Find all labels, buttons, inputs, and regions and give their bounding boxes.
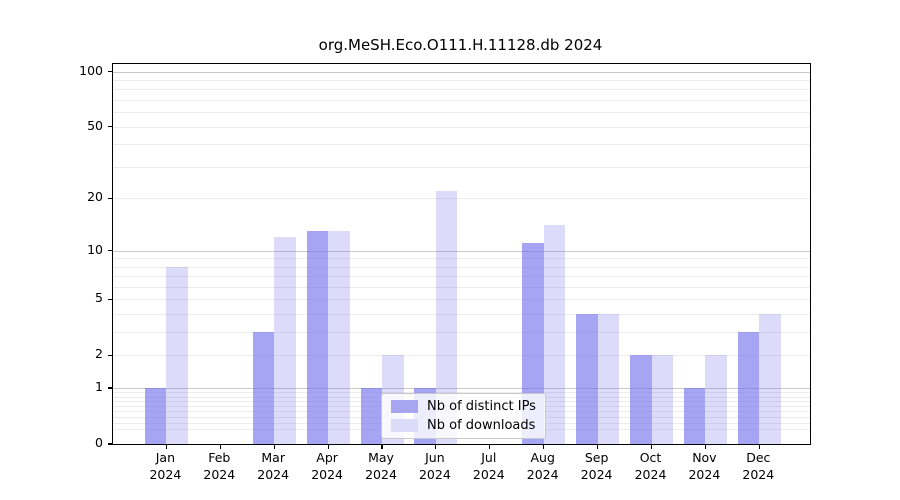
gridline-minor (113, 126, 810, 128)
gridline-minor (113, 100, 810, 102)
x-tick-mark (543, 444, 545, 449)
x-tick-mark (650, 444, 653, 449)
x-tick-label: Sep 2024 (580, 450, 613, 482)
x-tick-mark (704, 444, 706, 449)
bar-downloads (597, 314, 620, 444)
x-tick-label: Nov 2024 (688, 450, 721, 482)
y-tick-label: 1 (95, 379, 103, 395)
gridline-minor (113, 89, 810, 91)
x-tick-mark (435, 444, 437, 449)
bar-downloads (328, 231, 350, 444)
gridline-minor (113, 80, 810, 82)
x-tick-label: Feb 2024 (203, 450, 236, 482)
legend: Nb of distinct IPs Nb of downloads (381, 393, 546, 439)
gridline-minor (113, 266, 810, 268)
x-tick-label: Oct 2024 (634, 450, 667, 482)
bar-distinct-ips (252, 332, 275, 444)
y-tick-mark (108, 387, 113, 389)
gridline-minor (113, 276, 810, 278)
y-tick-mark (108, 443, 113, 445)
gridline-minor (113, 392, 810, 394)
x-tick-label: Aug 2024 (526, 450, 559, 482)
chart-title: org.MeSH.Eco.O111.H.11128.db 2024 (318, 36, 603, 54)
y-tick-mark (108, 249, 113, 252)
y-tick-mark (108, 126, 113, 128)
y-tick-label: 0 (95, 435, 103, 450)
x-tick-mark (219, 444, 221, 449)
gridline-major (113, 388, 810, 390)
bar-downloads (543, 225, 566, 444)
legend-swatch-distinct-ips (391, 400, 418, 413)
bar-downloads (274, 237, 296, 444)
gridline-minor (113, 144, 810, 146)
bar-distinct-ips (306, 231, 329, 444)
bar-downloads (651, 355, 673, 444)
gridline-minor (113, 355, 810, 357)
y-tick-label: 10 (87, 241, 103, 257)
x-tick-mark (165, 444, 167, 449)
gridline-minor (113, 198, 810, 200)
legend-entry-distinct-ips: Nb of distinct IPs (391, 399, 536, 414)
gridline-major (113, 250, 810, 252)
x-tick-mark (273, 444, 275, 449)
x-tick-mark (758, 444, 760, 449)
x-tick-label: May 2024 (365, 450, 397, 482)
legend-swatch-downloads (391, 419, 418, 432)
y-tick-label: 20 (87, 189, 103, 205)
x-tick-mark (597, 444, 599, 449)
x-tick-label: Mar 2024 (257, 450, 290, 482)
y-tick-label: 50 (87, 117, 103, 133)
x-tick-label: Dec 2024 (742, 450, 775, 482)
bar-downloads (166, 266, 188, 444)
y-tick-mark (108, 197, 113, 199)
bar-distinct-ips (683, 388, 706, 444)
x-tick-label: Jan 2024 (149, 450, 182, 482)
bar-distinct-ips (737, 332, 760, 444)
x-tick-mark (327, 444, 329, 449)
y-tick-mark (108, 298, 113, 300)
legend-entry-downloads: Nb of downloads (391, 418, 536, 433)
gridline-minor (113, 332, 810, 334)
x-tick-label: Jul 2024 (472, 450, 505, 482)
y-tick-mark (108, 354, 113, 356)
x-tick-mark (489, 444, 491, 449)
bar-distinct-ips (576, 314, 598, 444)
legend-label-downloads: Nb of downloads (427, 418, 536, 433)
legend-label-distinct-ips: Nb of distinct IPs (427, 399, 536, 414)
bar-distinct-ips (360, 388, 382, 444)
gridline-minor (113, 258, 810, 260)
x-tick-mark (381, 444, 383, 449)
y-tick-mark (108, 71, 113, 73)
bar-distinct-ips (144, 388, 167, 444)
gridline-major (113, 71, 810, 73)
y-tick-label: 100 (79, 62, 103, 78)
x-tick-label: Jun 2024 (418, 450, 451, 482)
gridline-minor (113, 299, 810, 301)
bar-distinct-ips (630, 355, 652, 444)
gridline-minor (113, 112, 810, 114)
plot-area (108, 63, 811, 449)
x-tick-label: Apr 2024 (311, 450, 343, 482)
gridline-minor (113, 314, 810, 316)
y-tick-label: 2 (95, 346, 103, 362)
bar-downloads (759, 314, 781, 444)
bar-downloads (435, 191, 458, 444)
gridline-minor (113, 166, 810, 168)
y-tick-label: 5 (95, 290, 103, 306)
bar-downloads (705, 355, 727, 444)
gridline-minor (113, 286, 810, 288)
